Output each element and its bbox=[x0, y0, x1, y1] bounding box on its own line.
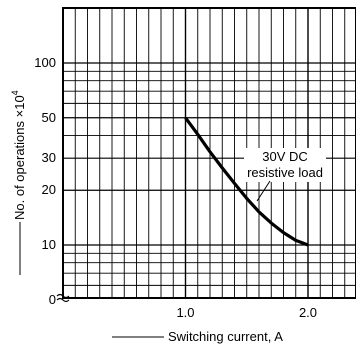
y-tick-label: 10 bbox=[42, 237, 56, 252]
plot-frame bbox=[62, 7, 356, 299]
x-tick-labels: 1.0 2.0 bbox=[176, 305, 317, 320]
series-group bbox=[184, 116, 309, 247]
annotation-line: resistive load bbox=[247, 165, 323, 180]
y-tick-label: 50 bbox=[42, 110, 56, 125]
annotation-leader-line bbox=[256, 180, 271, 202]
x-tick-label: 1.0 bbox=[176, 305, 194, 320]
x-axis-label-text: Switching current, A bbox=[168, 329, 283, 344]
x-axis-label: Switching current, A bbox=[112, 329, 283, 344]
annotation-line: 30V DC bbox=[262, 149, 308, 164]
axis-break-mark bbox=[56, 293, 70, 303]
y-tick-labels: 0 10 20 30 50 100 bbox=[34, 55, 56, 307]
series-line bbox=[184, 116, 309, 247]
y-tick-label: 0 bbox=[49, 292, 56, 307]
y-tick-label: 20 bbox=[42, 182, 56, 197]
y-tick-label: 100 bbox=[34, 55, 56, 70]
y-axis-label-text: No. of operations ×104 bbox=[10, 90, 27, 220]
x-tick-label: 2.0 bbox=[299, 305, 317, 320]
annotation-background bbox=[244, 148, 326, 182]
y-axis-label: No. of operations ×104 bbox=[10, 90, 27, 275]
y-tick-label: 30 bbox=[42, 150, 56, 165]
